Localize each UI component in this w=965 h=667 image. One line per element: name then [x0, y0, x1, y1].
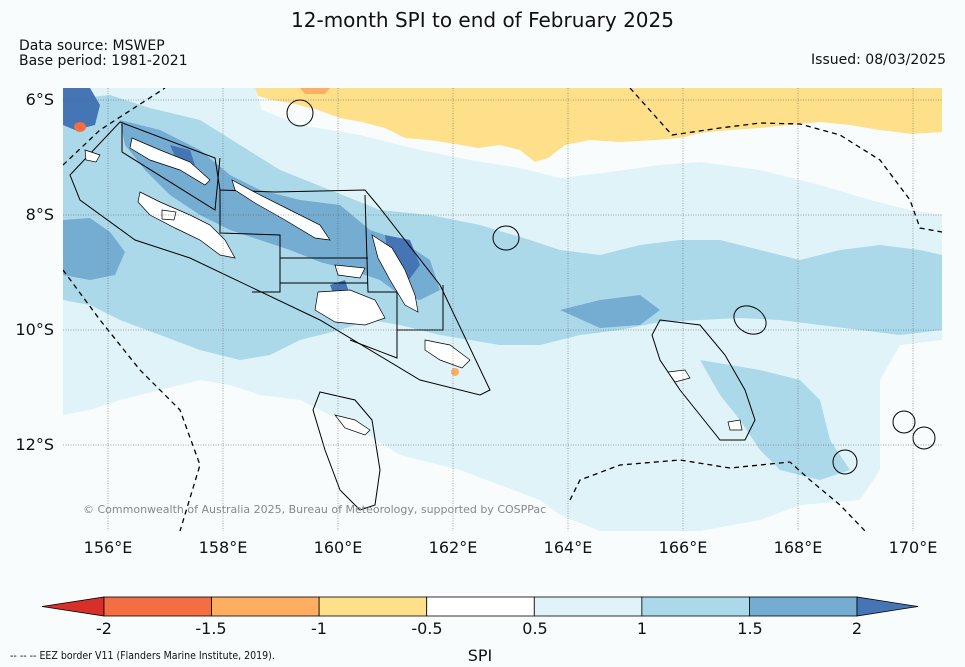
colorbar-swatch — [641, 596, 750, 617]
colorbar-tick-label: -2 — [96, 619, 112, 638]
island-vanikoro — [727, 419, 743, 431]
island-new-georgia — [137, 191, 236, 259]
colorbar-swatch — [103, 596, 212, 617]
lon-label: 158°E — [199, 538, 248, 557]
island-makira — [424, 339, 471, 369]
island-circle-2 — [492, 225, 520, 251]
graticule — [63, 88, 942, 531]
latitude-labels: 6°S 8°S 10°S 12°S — [15, 90, 54, 454]
colorbar: -2 -1.5 -1 -0.5 0.5 1 1.5 2 SPI — [41, 596, 919, 665]
colorbar-swatch — [749, 596, 858, 617]
wet-band-mid — [63, 95, 942, 360]
map-frame: © Commonwealth of Australia 2025, Bureau… — [63, 88, 942, 531]
lat-label: 8°S — [26, 205, 54, 224]
island-guadalcanal — [314, 289, 386, 326]
eez-border-nw — [63, 88, 166, 166]
lon-label: 166°E — [659, 538, 708, 557]
island-santa-isabel — [231, 179, 331, 241]
colorbar-swatches — [41, 596, 919, 617]
dry-spot-3 — [451, 368, 459, 376]
island-rennell — [334, 414, 371, 436]
outline-malaita — [364, 194, 444, 331]
dry-region — [255, 88, 942, 162]
island-malaita — [371, 234, 419, 313]
outline-choiseul — [121, 124, 221, 211]
wet-band-south — [700, 360, 850, 480]
lon-label: 162°E — [429, 538, 478, 557]
colorbar-tick-label: 1 — [637, 619, 647, 638]
base-period: Base period: 1981-2021 — [19, 53, 188, 69]
wet-core-east — [560, 295, 660, 328]
eez-border-south — [569, 459, 866, 531]
very-wet-1 — [63, 88, 100, 130]
island-santa-cruz — [667, 369, 691, 383]
metadata-left: Data source: MSWEP Base period: 1981-202… — [19, 39, 188, 69]
colorbar-swatch — [318, 596, 428, 617]
outline-temotu — [651, 319, 756, 441]
issued-date: Issued: 08/03/2025 — [811, 52, 946, 68]
eez-border-north — [629, 88, 942, 233]
map-title: 12-month SPI to end of February 2025 — [291, 8, 674, 32]
outline-rennell — [312, 391, 381, 511]
lon-label: 164°E — [544, 538, 593, 557]
colorbar-tick-label: 1.5 — [737, 619, 762, 638]
lat-label: 12°S — [15, 435, 54, 454]
footnote: -- -- -- EEZ border V11 (Flanders Marine… — [10, 650, 275, 662]
colorbar-ticks: -2 -1.5 -1 -0.5 0.5 1 1.5 2 — [96, 619, 862, 638]
lat-label: 6°S — [26, 90, 54, 109]
lat-label: 10°S — [15, 320, 54, 339]
island-nggela — [334, 264, 366, 279]
colorbar-extend-low — [41, 596, 105, 617]
eez-border-west — [63, 269, 201, 531]
longitude-labels: 156°E 158°E 160°E 162°E 164°E 166°E 168°… — [84, 538, 938, 557]
dry-patch — [300, 88, 330, 94]
island-shortland — [84, 149, 101, 163]
colorbar-tick-label: -1 — [311, 619, 327, 638]
island-choiseul — [129, 137, 211, 186]
colorbar-extend-high — [856, 596, 919, 617]
outline-central — [219, 190, 281, 293]
colorbar-tick-label: -0.5 — [411, 619, 442, 638]
wet-core-west — [63, 218, 125, 280]
colorbar-swatch — [533, 596, 643, 617]
island-circle-5 — [892, 410, 916, 434]
lon-label: 170°E — [889, 538, 938, 557]
island-circle-4 — [832, 449, 858, 475]
lon-label: 168°E — [774, 538, 823, 557]
island-circle-3 — [733, 305, 767, 335]
data-source: Data source: MSWEP — [19, 38, 165, 54]
colorbar-swatch — [211, 596, 320, 617]
dry-spot-1 — [74, 122, 86, 132]
eez-legend-symbol: -- -- -- — [10, 650, 37, 662]
colorbar-swatch — [426, 596, 535, 617]
outline-guadal — [280, 257, 368, 284]
colorbar-tick-label: -1.5 — [195, 619, 226, 638]
colorbar-label: SPI — [468, 646, 493, 665]
island-circle-1 — [286, 99, 314, 127]
eez-borders — [63, 88, 942, 531]
lon-label: 156°E — [84, 538, 133, 557]
outline-makira — [349, 330, 398, 359]
colorbar-tick-label: 0.5 — [522, 619, 547, 638]
colorbar-tick-label: 2 — [852, 619, 862, 638]
footnote-text: EEZ border V11 (Flanders Marine Institut… — [39, 650, 275, 662]
lon-label: 160°E — [314, 538, 363, 557]
copyright-text: © Commonwealth of Australia 2025, Bureau… — [83, 503, 546, 516]
